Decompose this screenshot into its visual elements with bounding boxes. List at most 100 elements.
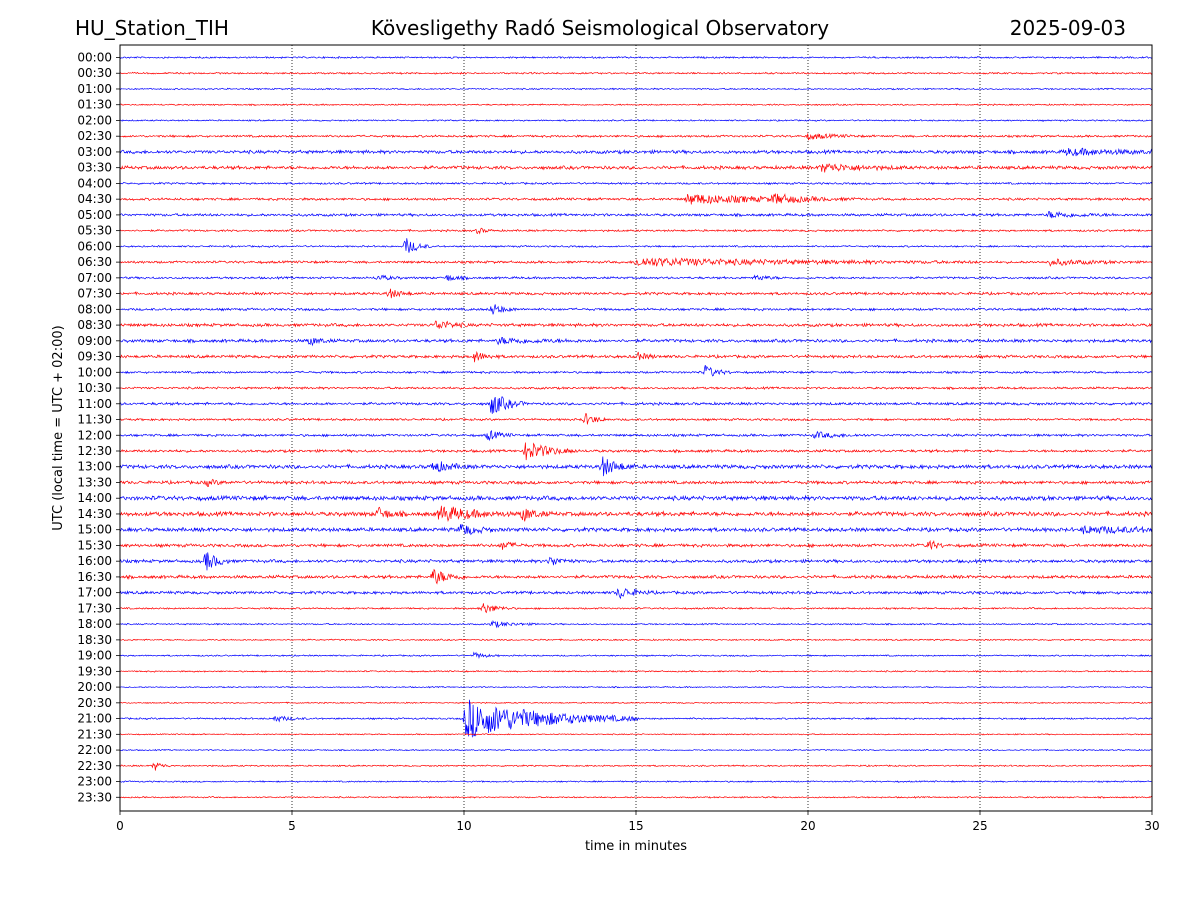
trace-0230	[119, 132, 1153, 141]
y-tick-label: 12:00	[77, 428, 112, 442]
trace-0430	[119, 193, 1153, 205]
trace-0100	[119, 87, 1153, 91]
y-tick-label: 13:00	[77, 460, 112, 474]
trace-0530	[119, 227, 1153, 235]
trace-1100	[119, 396, 1153, 414]
trace-1830	[119, 638, 1153, 642]
trace-1800	[119, 619, 1153, 629]
y-tick-label: 07:00	[77, 271, 112, 285]
trace-1930	[119, 670, 1153, 673]
y-tick-label: 06:00	[77, 239, 112, 253]
y-tick-label: 04:30	[77, 192, 112, 206]
seismic-traces	[119, 55, 1153, 799]
trace-0700	[119, 274, 1153, 282]
y-tick-label: 23:30	[77, 790, 112, 804]
y-axis-label: UTC (local time = UTC + 02:00)	[51, 325, 66, 530]
y-tick-label: 18:00	[77, 617, 112, 631]
y-tick-label: 02:00	[77, 113, 112, 127]
y-tick-label: 14:30	[77, 507, 112, 521]
x-tick-label: 20	[800, 819, 815, 833]
trace-0830	[119, 320, 1153, 329]
trace-2200	[119, 748, 1153, 752]
trace-1530	[119, 539, 1153, 551]
y-tick-label: 13:30	[77, 475, 112, 489]
trace-0000	[119, 55, 1153, 60]
y-tick-label: 21:00	[77, 712, 112, 726]
trace-2230	[119, 762, 1153, 771]
y-tick-label: 20:00	[77, 680, 112, 694]
trace-1500	[119, 523, 1153, 536]
x-tick-label: 30	[1144, 819, 1159, 833]
trace-1030	[119, 386, 1153, 391]
trace-1130	[119, 412, 1153, 425]
trace-2130	[119, 733, 1153, 736]
y-tick-label: 19:00	[77, 649, 112, 663]
x-tick-label: 0	[116, 819, 124, 833]
trace-2100	[119, 699, 1153, 738]
chart-date: 2025-09-03	[1009, 16, 1126, 40]
y-tick-label: 22:00	[77, 743, 112, 757]
y-tick-label: 16:30	[77, 570, 112, 584]
trace-0030	[119, 71, 1153, 75]
y-tick-label: 16:00	[77, 554, 112, 568]
trace-0600	[119, 238, 1153, 253]
y-tick-label: 08:00	[77, 302, 112, 316]
trace-0130	[119, 103, 1153, 107]
trace-1730	[119, 603, 1153, 614]
y-tick-label: 00:30	[77, 66, 112, 80]
trace-0400	[119, 181, 1153, 186]
y-tick-label: 11:00	[77, 397, 112, 411]
y-tick-label: 11:30	[77, 413, 112, 427]
x-axis-ticks: 0 5 10 15 20 25 30	[116, 811, 1160, 833]
y-tick-label: 18:30	[77, 633, 112, 647]
trace-1300	[119, 456, 1153, 477]
x-tick-label: 25	[972, 819, 987, 833]
y-tick-label: 17:30	[77, 601, 112, 615]
trace-1400	[119, 494, 1153, 502]
y-tick-label: 09:30	[77, 350, 112, 364]
trace-0300	[119, 147, 1153, 157]
trace-1630	[119, 568, 1153, 585]
trace-1700	[119, 587, 1153, 600]
trace-1900	[119, 651, 1153, 659]
y-tick-label: 09:00	[77, 334, 112, 348]
trace-1330	[119, 478, 1153, 488]
y-tick-label: 01:30	[77, 98, 112, 112]
trace-0200	[119, 118, 1153, 122]
trace-1200	[119, 430, 1153, 442]
trace-2300	[119, 780, 1153, 783]
y-tick-label: 14:00	[77, 491, 112, 505]
y-tick-label: 05:30	[77, 224, 112, 238]
y-tick-label: 21:30	[77, 727, 112, 741]
trace-2000	[119, 685, 1153, 689]
y-tick-label: 23:00	[77, 775, 112, 789]
y-tick-label: 10:30	[77, 381, 112, 395]
y-tick-label: 12:30	[77, 444, 112, 458]
y-tick-label: 17:00	[77, 586, 112, 600]
y-tick-label: 10:00	[77, 365, 112, 379]
y-tick-label: 02:30	[77, 129, 112, 143]
trace-0500	[119, 210, 1153, 219]
y-tick-label: 04:00	[77, 176, 112, 190]
trace-1230	[119, 442, 1153, 461]
x-axis-label: time in minutes	[585, 839, 687, 854]
trace-0330	[119, 163, 1153, 173]
y-tick-label: 15:00	[77, 523, 112, 537]
y-tick-label: 05:00	[77, 208, 112, 222]
trace-0900	[119, 336, 1153, 347]
trace-2030	[119, 701, 1153, 705]
x-tick-label: 10	[456, 819, 471, 833]
y-tick-label: 07:30	[77, 287, 112, 301]
trace-0630	[119, 257, 1153, 268]
y-tick-label: 15:30	[77, 538, 112, 552]
station-name: HU_Station_TIH	[75, 16, 229, 40]
trace-1430	[119, 505, 1153, 522]
trace-1000	[119, 364, 1153, 377]
y-tick-label: 19:30	[77, 664, 112, 678]
y-tick-label: 08:30	[77, 318, 112, 332]
y-tick-label: 20:30	[77, 696, 112, 710]
trace-0730	[119, 288, 1153, 299]
y-tick-label: 03:30	[77, 161, 112, 175]
